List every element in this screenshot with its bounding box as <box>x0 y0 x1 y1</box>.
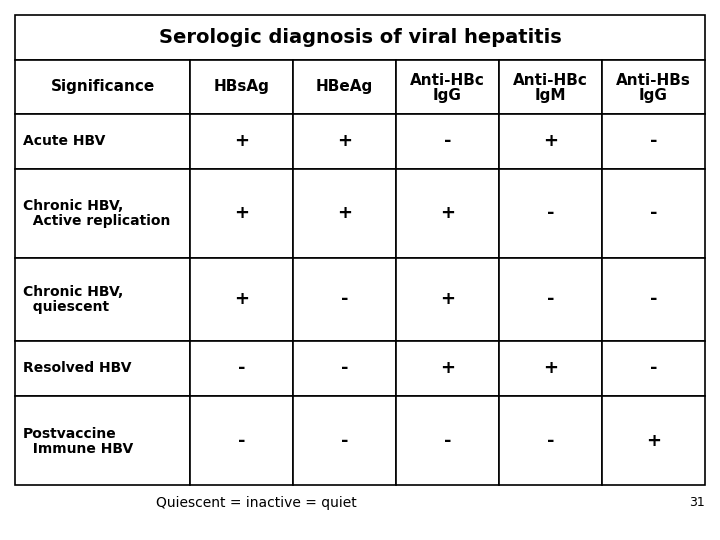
Text: Serologic diagnosis of viral hepatitis: Serologic diagnosis of viral hepatitis <box>158 28 562 47</box>
Text: IgM: IgM <box>535 88 566 103</box>
Bar <box>396 396 499 485</box>
Bar <box>499 59 602 114</box>
Bar <box>499 396 602 485</box>
Bar <box>15 396 190 485</box>
Text: -: - <box>649 132 657 150</box>
Bar <box>15 169 190 258</box>
Text: +: + <box>440 291 455 308</box>
Bar <box>602 258 705 341</box>
Text: -: - <box>341 360 348 377</box>
Bar <box>499 169 602 258</box>
Text: Anti-HBc: Anti-HBc <box>410 73 485 88</box>
Bar <box>15 341 190 396</box>
Text: Significance: Significance <box>50 79 155 94</box>
Bar <box>190 59 293 114</box>
Bar <box>602 59 705 114</box>
Text: Resolved HBV: Resolved HBV <box>23 361 132 375</box>
Bar <box>293 114 396 169</box>
Bar <box>396 341 499 396</box>
Text: Chronic HBV,: Chronic HBV, <box>23 285 123 299</box>
Bar <box>396 114 499 169</box>
Bar <box>396 169 499 258</box>
Bar <box>602 114 705 169</box>
Text: IgG: IgG <box>639 88 668 103</box>
Text: -: - <box>444 132 451 150</box>
Bar <box>602 169 705 258</box>
Text: -: - <box>649 205 657 222</box>
Text: -: - <box>341 431 348 449</box>
Text: HBsAg: HBsAg <box>214 79 269 94</box>
Bar <box>293 258 396 341</box>
Text: Acute HBV: Acute HBV <box>23 134 105 149</box>
Text: Postvaccine: Postvaccine <box>23 427 117 441</box>
Text: +: + <box>440 360 455 377</box>
Text: -: - <box>546 291 554 308</box>
Text: Chronic HBV,: Chronic HBV, <box>23 199 123 213</box>
Bar <box>602 396 705 485</box>
Text: +: + <box>440 205 455 222</box>
Bar <box>396 59 499 114</box>
Text: IgG: IgG <box>433 88 462 103</box>
Bar <box>499 258 602 341</box>
Bar <box>396 258 499 341</box>
Text: Immune HBV: Immune HBV <box>23 442 133 456</box>
Text: -: - <box>238 431 246 449</box>
Text: Quiescent = inactive = quiet: Quiescent = inactive = quiet <box>156 496 357 510</box>
Bar <box>293 169 396 258</box>
Bar <box>190 114 293 169</box>
Bar <box>293 396 396 485</box>
Text: -: - <box>649 360 657 377</box>
Text: +: + <box>234 132 249 150</box>
Text: quiescent: quiescent <box>23 300 109 314</box>
Bar <box>15 59 190 114</box>
Text: +: + <box>337 205 352 222</box>
Text: +: + <box>543 132 558 150</box>
Text: Anti-HBs: Anti-HBs <box>616 73 691 88</box>
Bar <box>190 396 293 485</box>
Text: +: + <box>646 431 661 449</box>
Text: -: - <box>238 360 246 377</box>
Bar <box>293 341 396 396</box>
Bar <box>190 169 293 258</box>
Bar <box>499 114 602 169</box>
Text: Anti-HBc: Anti-HBc <box>513 73 588 88</box>
Text: +: + <box>543 360 558 377</box>
Text: -: - <box>341 291 348 308</box>
Text: +: + <box>234 291 249 308</box>
Bar <box>15 114 190 169</box>
Text: -: - <box>546 431 554 449</box>
Text: 31: 31 <box>689 496 705 510</box>
Bar <box>602 341 705 396</box>
Bar <box>190 341 293 396</box>
Text: HBeAg: HBeAg <box>316 79 373 94</box>
Bar <box>15 258 190 341</box>
Text: +: + <box>337 132 352 150</box>
Text: -: - <box>444 431 451 449</box>
Text: +: + <box>234 205 249 222</box>
Text: -: - <box>546 205 554 222</box>
Bar <box>293 59 396 114</box>
Text: -: - <box>649 291 657 308</box>
Bar <box>190 258 293 341</box>
Bar <box>15 15 705 59</box>
Text: Active replication: Active replication <box>23 214 171 228</box>
Bar <box>499 341 602 396</box>
